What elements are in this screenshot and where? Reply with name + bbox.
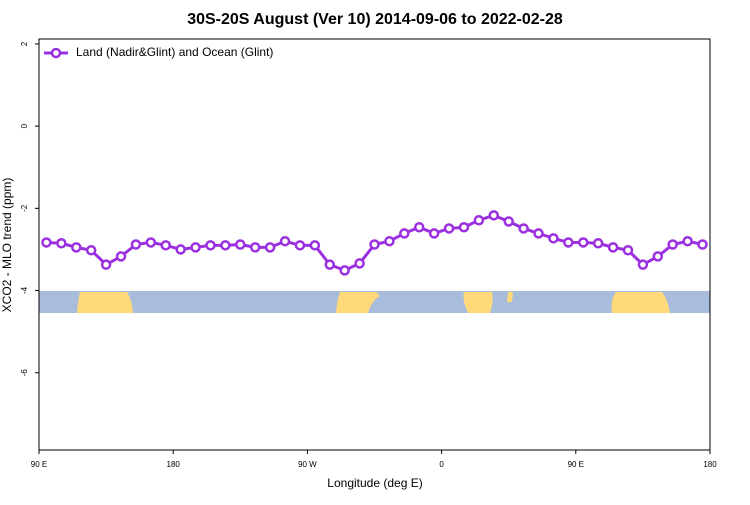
data-point [205,240,216,251]
data-point [100,259,112,270]
data-point [279,235,291,247]
data-point [697,239,708,250]
x-tick-label: 0 [439,460,444,469]
x-tick-label: 180 [703,460,717,469]
data-point [518,223,529,234]
x-axis-label: Longitude (deg E) [327,476,422,490]
legend-label: Land (Nadir&Glint) and Ocean (Glint) [76,45,273,59]
x-tick-label: 90 E [568,460,584,469]
data-point [85,245,97,256]
chart-title: 30S-20S August (Ver 10) 2014-09-06 to 20… [187,11,563,28]
data-point [309,240,321,251]
data-point [190,242,201,253]
data-point [41,237,52,248]
data-point [354,258,365,269]
data-point [458,221,470,233]
y-tick-label: -6 [20,369,29,377]
y-axis-label: XCO2 - MLO trend (ppm) [0,178,14,313]
data-point [369,239,380,250]
data-point [130,239,142,250]
data-point [667,239,678,250]
data-point [324,259,336,270]
data-point [71,242,82,253]
y-tick-label: -4 [20,286,29,294]
data-point [533,228,544,239]
data-point [399,228,410,239]
data-point [384,235,395,247]
x-tick-label: 90 E [31,460,47,469]
data-point [503,216,514,227]
data-point [56,238,67,249]
legend-marker [50,47,62,59]
land-ocean-strip [39,291,710,313]
data-point [175,244,186,255]
data-point [607,242,619,253]
y-tick-label: 0 [20,123,29,128]
data-point [428,228,440,239]
data-point [652,251,664,262]
y-tick-label: -2 [20,204,29,212]
plot-frame [38,38,711,451]
data-point [339,265,350,276]
data-point [637,259,649,270]
data-point [443,223,455,234]
data-point [264,242,276,253]
data-point [220,240,231,251]
data-point [473,215,485,226]
data-point [578,237,589,248]
data-point [413,221,425,233]
data-point [294,240,306,251]
data-point [488,210,500,221]
data-point [160,240,171,251]
data-point [235,239,246,250]
data-point [563,237,574,248]
data-point [115,251,127,262]
x-tick-label: 180 [167,460,181,469]
data-point [548,233,559,244]
data-point [622,245,634,256]
y-tick-label: 2 [20,41,29,46]
data-point [682,235,693,247]
data-point [145,237,157,248]
data-point [592,238,604,249]
x-tick-label: 90 W [298,460,317,469]
data-point [249,242,261,253]
